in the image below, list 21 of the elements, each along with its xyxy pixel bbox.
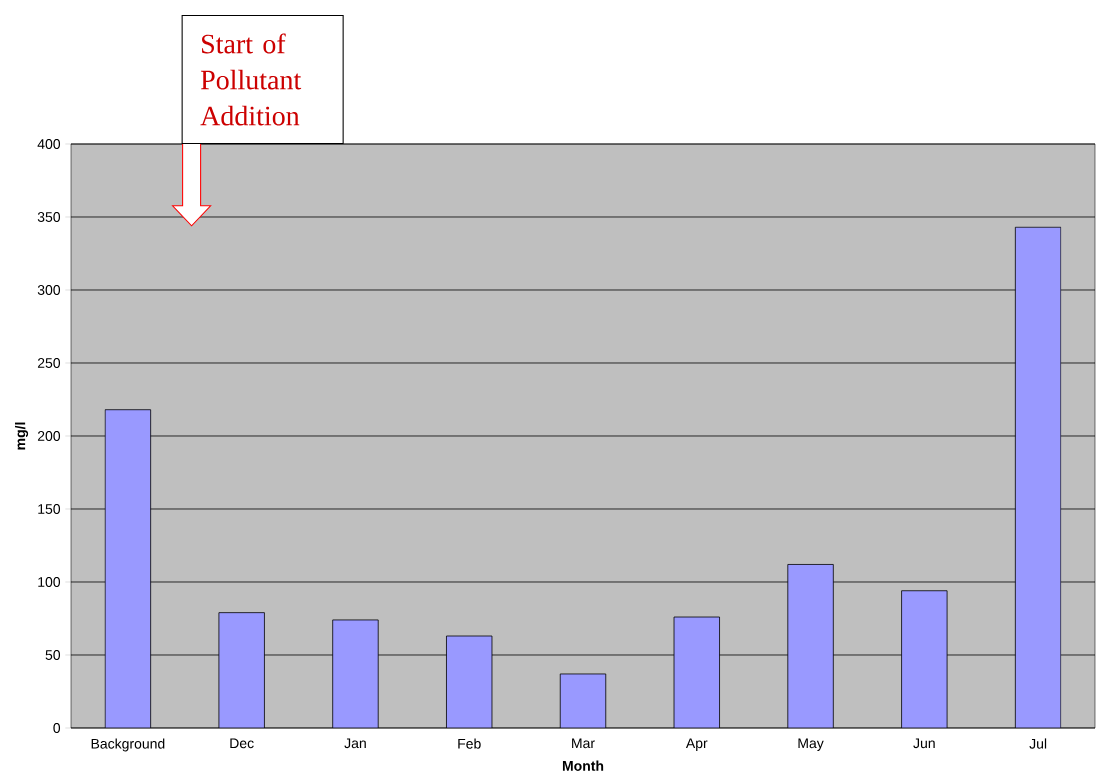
y-axis-title: mg/l bbox=[14, 422, 29, 450]
x-tick-label: Jul bbox=[1029, 738, 1047, 749]
y-tick-label: 350 bbox=[37, 212, 61, 222]
y-tick-label: 150 bbox=[38, 504, 61, 514]
x-tick-label: Background bbox=[91, 738, 165, 752]
y-tick-label: 250 bbox=[37, 358, 61, 368]
y-tick-label: 0 bbox=[53, 723, 61, 733]
y-tick-label: 400 bbox=[37, 139, 61, 149]
x-tick-label: Dec bbox=[230, 738, 254, 749]
y-tick-label: 50 bbox=[45, 650, 61, 660]
y-tick-label: 100 bbox=[38, 577, 61, 587]
x-tick-label: Jan bbox=[344, 738, 366, 749]
x-tick-label: Feb bbox=[458, 738, 481, 749]
x-tick-label: Mar bbox=[572, 738, 595, 749]
y-tick-label: 300 bbox=[37, 285, 61, 295]
x-axis-title: Month bbox=[562, 760, 604, 771]
x-tick-label: Jun bbox=[913, 738, 935, 749]
y-tick-label: 200 bbox=[37, 431, 61, 441]
text: Start of Pollutant Addition bbox=[200, 33, 302, 126]
x-tick-label: May bbox=[798, 738, 824, 751]
x-tick-label: Apr bbox=[685, 738, 708, 751]
